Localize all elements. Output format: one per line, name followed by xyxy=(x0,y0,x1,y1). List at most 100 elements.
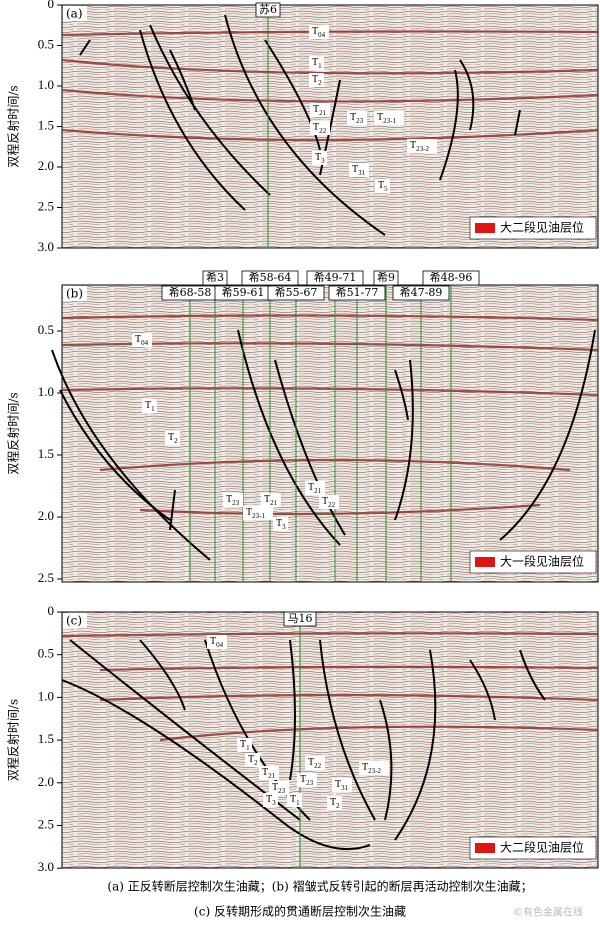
horizon-sub: 3 xyxy=(272,799,276,807)
panel-label-box xyxy=(63,6,87,21)
horizon-base: T xyxy=(168,432,174,443)
horizon-label-box xyxy=(312,151,327,165)
y-tick-label: 0.5 xyxy=(38,36,54,51)
horizon-label: T04 xyxy=(312,26,326,38)
y-tick-label: 1.0 xyxy=(38,77,54,92)
legend-swatch xyxy=(475,223,495,233)
horizon-label: T1 xyxy=(290,794,300,806)
horizon-label-box xyxy=(259,766,279,780)
legend-box xyxy=(469,836,597,860)
horizon-label-box xyxy=(243,506,273,520)
horizon-label-box xyxy=(297,773,317,787)
horizon-label: T3 xyxy=(315,152,325,164)
fault-line xyxy=(139,29,246,211)
horizon-base: T xyxy=(290,794,296,805)
panel-label-box xyxy=(63,613,87,628)
horizon-sub: 04 xyxy=(141,339,149,347)
horizon-label: T5 xyxy=(378,180,388,192)
horizon-sub: 23-2 xyxy=(416,145,429,153)
horizon-base: T xyxy=(378,180,384,191)
legend-box xyxy=(469,216,597,240)
horizon-sub: 23-1 xyxy=(383,117,396,125)
horizon-label-box xyxy=(374,111,404,125)
horizon-label: T23 xyxy=(300,774,314,786)
horizon-sub: 04 xyxy=(318,31,326,39)
horizon-sub: 22 xyxy=(319,127,327,135)
horizon-sub: 3 xyxy=(321,157,325,165)
well-label: 希68-58 xyxy=(169,285,212,299)
horizon-sub: 22 xyxy=(314,762,322,770)
horizon-sub: 2 xyxy=(318,79,322,87)
well-label: 希55-67 xyxy=(275,285,318,299)
horizon-sub: 23-1 xyxy=(252,512,265,520)
horizon-sub: 1 xyxy=(151,405,155,413)
horizon-label: T23 xyxy=(272,782,286,794)
y-tick-label: 0 xyxy=(48,603,55,618)
fault-line xyxy=(469,659,496,721)
horizon-label-box xyxy=(237,738,252,752)
horizon-base: T xyxy=(377,112,383,123)
horizon-base: T xyxy=(248,754,254,765)
horizon-label: T23-2 xyxy=(362,762,381,774)
fault-line xyxy=(394,359,414,521)
y-tick-label: 2.0 xyxy=(38,508,54,523)
legend-text: 大二段见油层位 xyxy=(500,840,584,855)
fault-line xyxy=(439,69,459,181)
horizon-label-box xyxy=(359,761,389,775)
horizon-sub: 23 xyxy=(278,787,286,795)
fault-line xyxy=(514,109,521,136)
horizon-label-box xyxy=(407,139,437,153)
horizon-label-box xyxy=(309,56,324,70)
horizon-label: T21 xyxy=(262,767,276,779)
well-label-box xyxy=(373,270,399,286)
y-tick-label: 2.5 xyxy=(38,816,54,831)
horizon-base: T xyxy=(308,757,314,768)
horizon-base: T xyxy=(315,152,321,163)
horizon-label: T22 xyxy=(308,757,322,769)
y-tick-label: 2.0 xyxy=(38,774,54,789)
horizon-label: T3 xyxy=(266,794,276,806)
fault-line xyxy=(139,639,186,711)
horizon-label: T04 xyxy=(135,334,149,346)
horizon-sub: 2 xyxy=(254,759,258,767)
horizon-sub: 2 xyxy=(174,437,178,445)
horizon-label-box xyxy=(132,333,152,347)
reflector xyxy=(61,314,599,322)
well-label: 希3 xyxy=(206,270,224,284)
reflector xyxy=(159,725,599,742)
horizon-label-box xyxy=(327,796,342,810)
horizon-sub: 1 xyxy=(318,62,322,70)
horizon-label: T3 xyxy=(276,518,286,530)
panel-label: (b) xyxy=(66,287,83,301)
horizon-base: T xyxy=(322,496,328,507)
well-label-box xyxy=(202,270,228,286)
horizon-sub: 31 xyxy=(358,169,366,177)
caption-line: (c) 反转期形成的贯通断层控制次生油藏 xyxy=(194,904,406,919)
panel: (b) 双程反射时间/s 0.5 1.0 1.5 2.0 2.5 希3 希58-64 希49-71… xyxy=(6,270,599,585)
fault-line xyxy=(264,39,321,151)
legend-swatch xyxy=(475,557,495,567)
fault-line xyxy=(59,389,171,521)
fault-line xyxy=(224,14,386,236)
horizon-sub: 1 xyxy=(246,744,250,752)
y-axis-label: 双程反射时间/s xyxy=(6,699,21,781)
horizon-label: T23-2 xyxy=(410,140,429,152)
horizon-base: T xyxy=(308,482,314,493)
panel-label-box xyxy=(63,286,87,301)
well-label: 希49-71 xyxy=(314,270,357,284)
well-label-box xyxy=(241,270,299,286)
reflector xyxy=(99,693,599,702)
y-tick-label: 0.5 xyxy=(38,322,54,337)
well-label: 苏6 xyxy=(259,3,277,16)
fault-line xyxy=(289,639,296,781)
horizon-base: T xyxy=(352,164,358,175)
horizon-base: T xyxy=(264,494,270,505)
horizon-label-box xyxy=(375,179,390,193)
horizon-label-box xyxy=(269,781,289,795)
y-tick-label: 3.0 xyxy=(38,239,54,254)
panel: (c)双程反射时间/s00.51.01.52.02.53.0马16T04T1T2… xyxy=(6,603,599,874)
fault-line xyxy=(274,359,346,536)
horizon-base: T xyxy=(135,334,141,345)
fault-line xyxy=(149,24,271,196)
